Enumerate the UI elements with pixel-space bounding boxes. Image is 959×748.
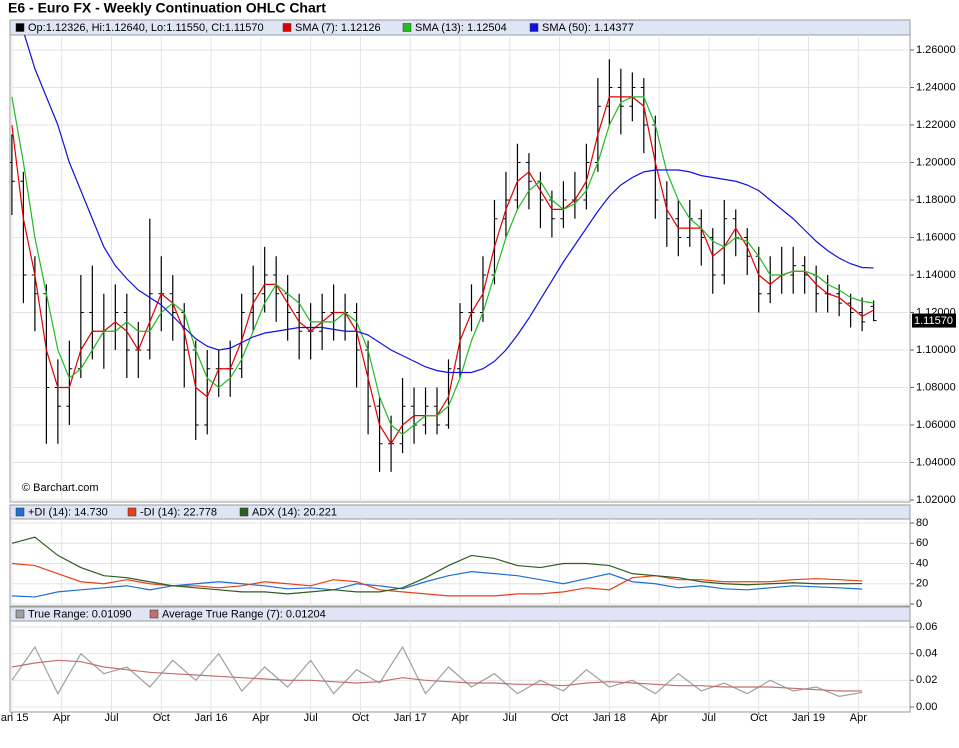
x-tick-label: Oct: [352, 712, 369, 724]
x-tick-label: Jan 18: [593, 712, 626, 724]
x-tick-label: Apr: [850, 712, 867, 724]
y-tick-label: 1.14000: [916, 269, 956, 281]
legend-label: Average True Range (7): 0.01204: [162, 608, 326, 620]
plot-area: [10, 35, 877, 472]
x-tick-label: Apr: [252, 712, 269, 724]
legend-swatch: [402, 23, 412, 32]
x-tick-label: Jul: [304, 712, 318, 724]
y-tick-label: 40: [916, 557, 928, 569]
series-line: [11, 645, 863, 697]
x-tick-label: Oct: [750, 712, 767, 724]
y-tick-label: 60: [916, 537, 928, 549]
last-price-tag: [912, 313, 956, 328]
x-tick-label: Jan 15: [0, 712, 28, 724]
y-tick-label: 1.18000: [916, 194, 956, 206]
x-tick-label: Jul: [503, 712, 517, 724]
y-tick-label: 1.26000: [916, 44, 956, 56]
x-tick-label: Apr: [53, 712, 70, 724]
legend-label: SMA (13): 1.12504: [415, 22, 507, 34]
y-tick-label: 1.04000: [916, 456, 956, 468]
legend-label: -DI (14): 22.778: [140, 506, 217, 518]
y-tick-label: 0.06: [916, 621, 937, 633]
plot-area: [11, 645, 863, 697]
x-tick-label: Apr: [651, 712, 668, 724]
y-tick-label: 1.20000: [916, 156, 956, 168]
legend-label: Op:1.12326, Hi:1.12640, Lo:1.11550, Cl:1…: [28, 22, 264, 34]
series-line: [11, 571, 863, 598]
series-line: [11, 562, 863, 597]
x-tick-label: Jan 19: [792, 712, 825, 724]
x-tick-label: Jan 16: [195, 712, 228, 724]
series-line: [11, 96, 874, 436]
y-tick-label: 20: [916, 578, 928, 590]
legend-label: SMA (7): 1.12126: [295, 22, 381, 34]
legend-swatch: [127, 507, 137, 517]
y-tick-label: 80: [916, 517, 928, 529]
legend-bar: [9, 606, 911, 622]
y-tick-label: 0.00: [916, 701, 937, 713]
series-line: [11, 536, 863, 595]
legend-swatch: [15, 507, 25, 517]
y-tick-label: 1.16000: [916, 231, 956, 243]
series-line: [11, 659, 863, 692]
annotation: © Barchart.com: [22, 482, 99, 494]
y-tick-label: 1.10000: [916, 344, 956, 356]
y-tick-label: 0.04: [916, 648, 937, 660]
series-line: [23, 35, 874, 374]
chart-title: E6 - Euro FX - Weekly Continuation OHLC …: [8, 0, 326, 16]
y-tick-label: 1.22000: [916, 119, 956, 131]
legend-label: +DI (14): 14.730: [28, 506, 108, 518]
legend-swatch: [239, 507, 249, 517]
x-tick-label: Oct: [153, 712, 170, 724]
plot-area: [11, 536, 863, 598]
y-tick-label: 0.02: [916, 674, 937, 686]
y-tick-label: 0: [916, 598, 922, 610]
x-tick-label: Jul: [104, 712, 118, 724]
y-tick-label: 1.08000: [916, 381, 956, 393]
x-tick-label: Apr: [451, 712, 468, 724]
legend-swatch: [15, 23, 25, 32]
x-tick-label: Jul: [702, 712, 716, 724]
y-tick-label: 1.02000: [916, 494, 956, 506]
y-tick-label: 1.06000: [916, 419, 956, 431]
legend-label: SMA (50): 1.14377: [542, 22, 634, 34]
legend-swatch: [15, 609, 25, 619]
last-price-label: 1.11570: [914, 315, 953, 327]
series-line: [11, 96, 874, 445]
legend-swatch: [149, 609, 159, 619]
legend-swatch: [282, 23, 292, 32]
y-tick-label: 1.24000: [916, 81, 956, 93]
legend-label: True Range: 0.01090: [28, 608, 132, 620]
x-tick-label: Oct: [551, 712, 568, 724]
legend-swatch: [529, 23, 539, 32]
legend-label: ADX (14): 20.221: [252, 506, 337, 518]
x-tick-label: Jan 17: [394, 712, 427, 724]
